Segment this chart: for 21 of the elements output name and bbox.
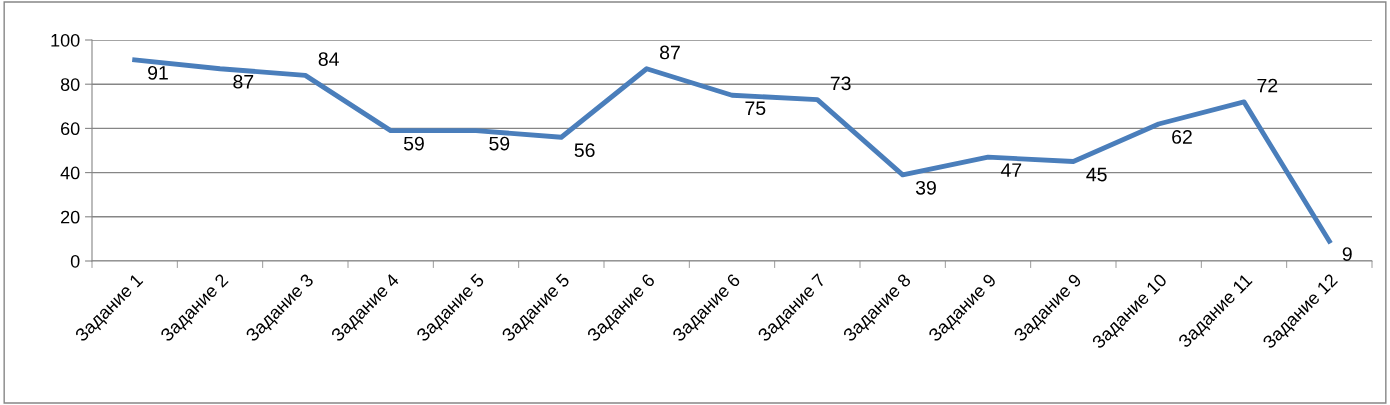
y-tick-label: 80 bbox=[60, 78, 80, 91]
data-label: 59 bbox=[403, 136, 424, 151]
y-tick-label: 0 bbox=[70, 254, 80, 268]
data-label: 56 bbox=[574, 143, 595, 158]
data-label: 91 bbox=[148, 65, 168, 80]
data-label: 9 bbox=[1342, 247, 1352, 261]
data-label: 62 bbox=[1172, 130, 1192, 144]
data-label: 87 bbox=[233, 74, 254, 89]
data-label: 73 bbox=[830, 76, 851, 91]
y-tick-label: 60 bbox=[61, 122, 80, 136]
data-label: 84 bbox=[318, 52, 339, 66]
data-label: 47 bbox=[1000, 163, 1022, 177]
y-tick-label: 20 bbox=[61, 210, 80, 224]
data-label: 45 bbox=[1086, 167, 1107, 182]
y-tick-label: 100 bbox=[51, 33, 80, 47]
data-label: 72 bbox=[1257, 78, 1278, 93]
data-label: 59 bbox=[489, 136, 510, 151]
y-tick-label: 40 bbox=[60, 166, 80, 180]
data-label: 87 bbox=[660, 45, 680, 60]
data-label: 75 bbox=[745, 101, 766, 116]
data-label: 39 bbox=[915, 180, 936, 195]
